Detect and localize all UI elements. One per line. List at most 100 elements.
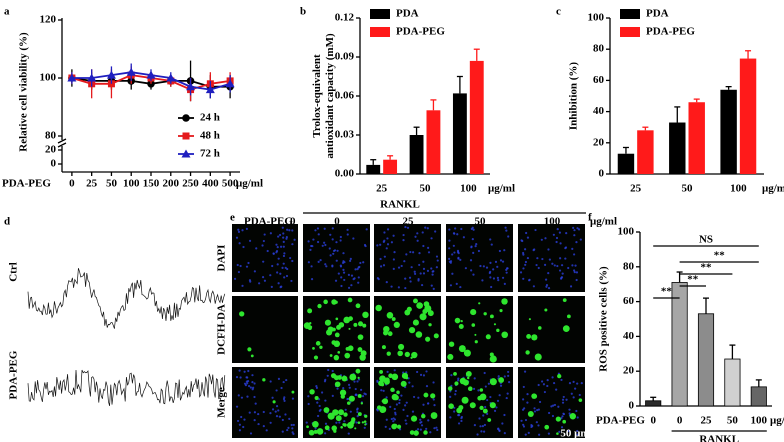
nucleus [483, 423, 487, 427]
y-tick-label: 0.09 [335, 51, 355, 63]
ros-signal [544, 424, 550, 430]
ros-signal [544, 308, 548, 312]
nucleus [489, 276, 492, 279]
legend-label: 48 h [200, 130, 220, 142]
ros-signal [272, 400, 276, 404]
nucleus [448, 239, 451, 242]
nucleus [416, 370, 419, 374]
nucleus [537, 383, 540, 387]
nucleus [575, 278, 578, 282]
nucleus [291, 243, 294, 246]
x-unit: μg/ml [762, 183, 784, 195]
nucleus [503, 249, 506, 252]
ros-signal [359, 354, 366, 361]
nucleus [271, 408, 275, 411]
ros-signal [353, 322, 358, 327]
x-tick-label: 0 [69, 178, 75, 190]
nucleus [239, 264, 242, 268]
x-tick-label: 50 [106, 178, 118, 190]
nucleus [523, 370, 527, 373]
nucleus [242, 425, 245, 429]
nucleus [394, 411, 397, 414]
nucleus [411, 410, 415, 413]
nucleus [432, 270, 435, 273]
ros-signal [419, 313, 427, 321]
micrograph [232, 296, 298, 363]
nucleus [316, 401, 319, 404]
y-tick-label: 100 [588, 12, 605, 24]
ros-signal [566, 314, 571, 319]
ros-signal [397, 350, 403, 357]
ros-signal [489, 402, 496, 409]
imaging-column: 50 [475, 216, 487, 228]
nucleus [573, 229, 576, 232]
nucleus [522, 423, 525, 426]
nucleus [354, 387, 357, 391]
nucleus [355, 421, 358, 424]
nucleus [553, 381, 556, 385]
marker [126, 67, 136, 76]
nucleus [482, 414, 485, 417]
nucleus [257, 422, 260, 426]
nucleus [476, 433, 479, 436]
nucleus [450, 374, 453, 377]
ros-signal [383, 325, 390, 333]
nucleus [410, 266, 413, 269]
nucleus [568, 382, 572, 385]
significance-label: ** [714, 250, 726, 262]
ros-signal [336, 324, 342, 330]
nucleus [235, 376, 239, 379]
ros-signal [319, 345, 323, 349]
ros-signal [379, 375, 386, 383]
nucleus [393, 407, 396, 411]
micrograph [446, 296, 513, 363]
nucleus [247, 261, 250, 265]
nucleus [237, 230, 241, 234]
ros-signal [379, 406, 387, 414]
ros-signal [400, 380, 407, 387]
ros-signal [461, 396, 469, 404]
nucleus [548, 258, 551, 261]
nucleus [420, 424, 424, 427]
x-tick-label: 100 [751, 415, 768, 427]
y-tick-label: 20 [593, 136, 605, 148]
nucleus [263, 279, 267, 282]
nucleus [244, 384, 248, 387]
nucleus [551, 376, 554, 379]
nucleus [263, 233, 266, 236]
nucleus [546, 384, 549, 388]
ros-signal [331, 340, 337, 345]
legend-label: PDA-PEG [646, 26, 695, 38]
nucleus [285, 378, 288, 382]
ros-signal [562, 298, 567, 302]
nucleus [281, 266, 284, 269]
nucleus [526, 401, 529, 404]
nucleus [422, 403, 425, 406]
nucleus [236, 419, 240, 423]
nucleus [522, 398, 525, 401]
nucleus [419, 428, 422, 431]
nucleus [419, 272, 422, 275]
nucleus [272, 252, 275, 255]
nucleus [404, 277, 407, 280]
nucleus [404, 419, 407, 422]
nucleus [448, 257, 451, 261]
ros-signal [357, 334, 364, 341]
nucleus [406, 226, 410, 229]
nucleus [470, 227, 473, 230]
nucleus [541, 380, 544, 383]
ros-signal [314, 395, 319, 401]
nucleus [532, 285, 535, 288]
ros-signal [430, 412, 438, 419]
nucleus [247, 369, 250, 373]
nucleus [275, 414, 279, 418]
nucleus [524, 433, 527, 436]
ros-signal [357, 376, 360, 379]
nucleus [536, 257, 539, 260]
nucleus [329, 233, 332, 236]
nucleus [266, 249, 269, 253]
nucleus [558, 231, 562, 234]
y-tick-label: 40 [623, 330, 635, 342]
imaging-row-label: DAPI [216, 245, 228, 272]
nucleus [426, 402, 430, 405]
